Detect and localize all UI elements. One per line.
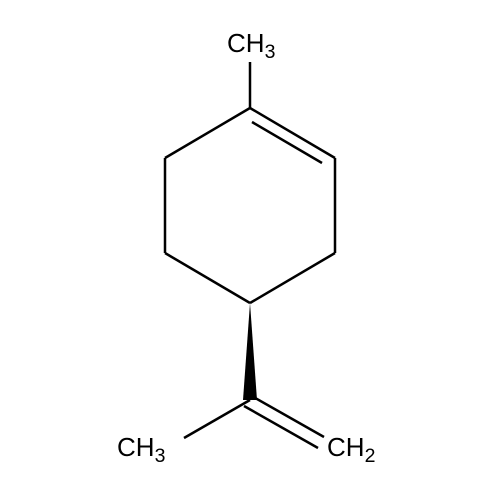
bond-svg [0, 0, 500, 500]
right-ch2-label: CH2 [327, 432, 375, 468]
right-ch2-sub: 2 [365, 445, 376, 467]
right-ch2-main: CH [327, 432, 365, 462]
top-ch3-main: CH [227, 28, 265, 58]
left-ch3-main: CH [117, 432, 155, 462]
left-ch3-label: CH3 [117, 432, 165, 468]
chemical-structure-diagram: CH3 CH3 CH2 [0, 0, 500, 500]
top-ch3-label: CH3 [227, 28, 275, 64]
left-ch3-sub: 3 [155, 445, 166, 467]
top-ch3-sub: 3 [265, 41, 276, 63]
